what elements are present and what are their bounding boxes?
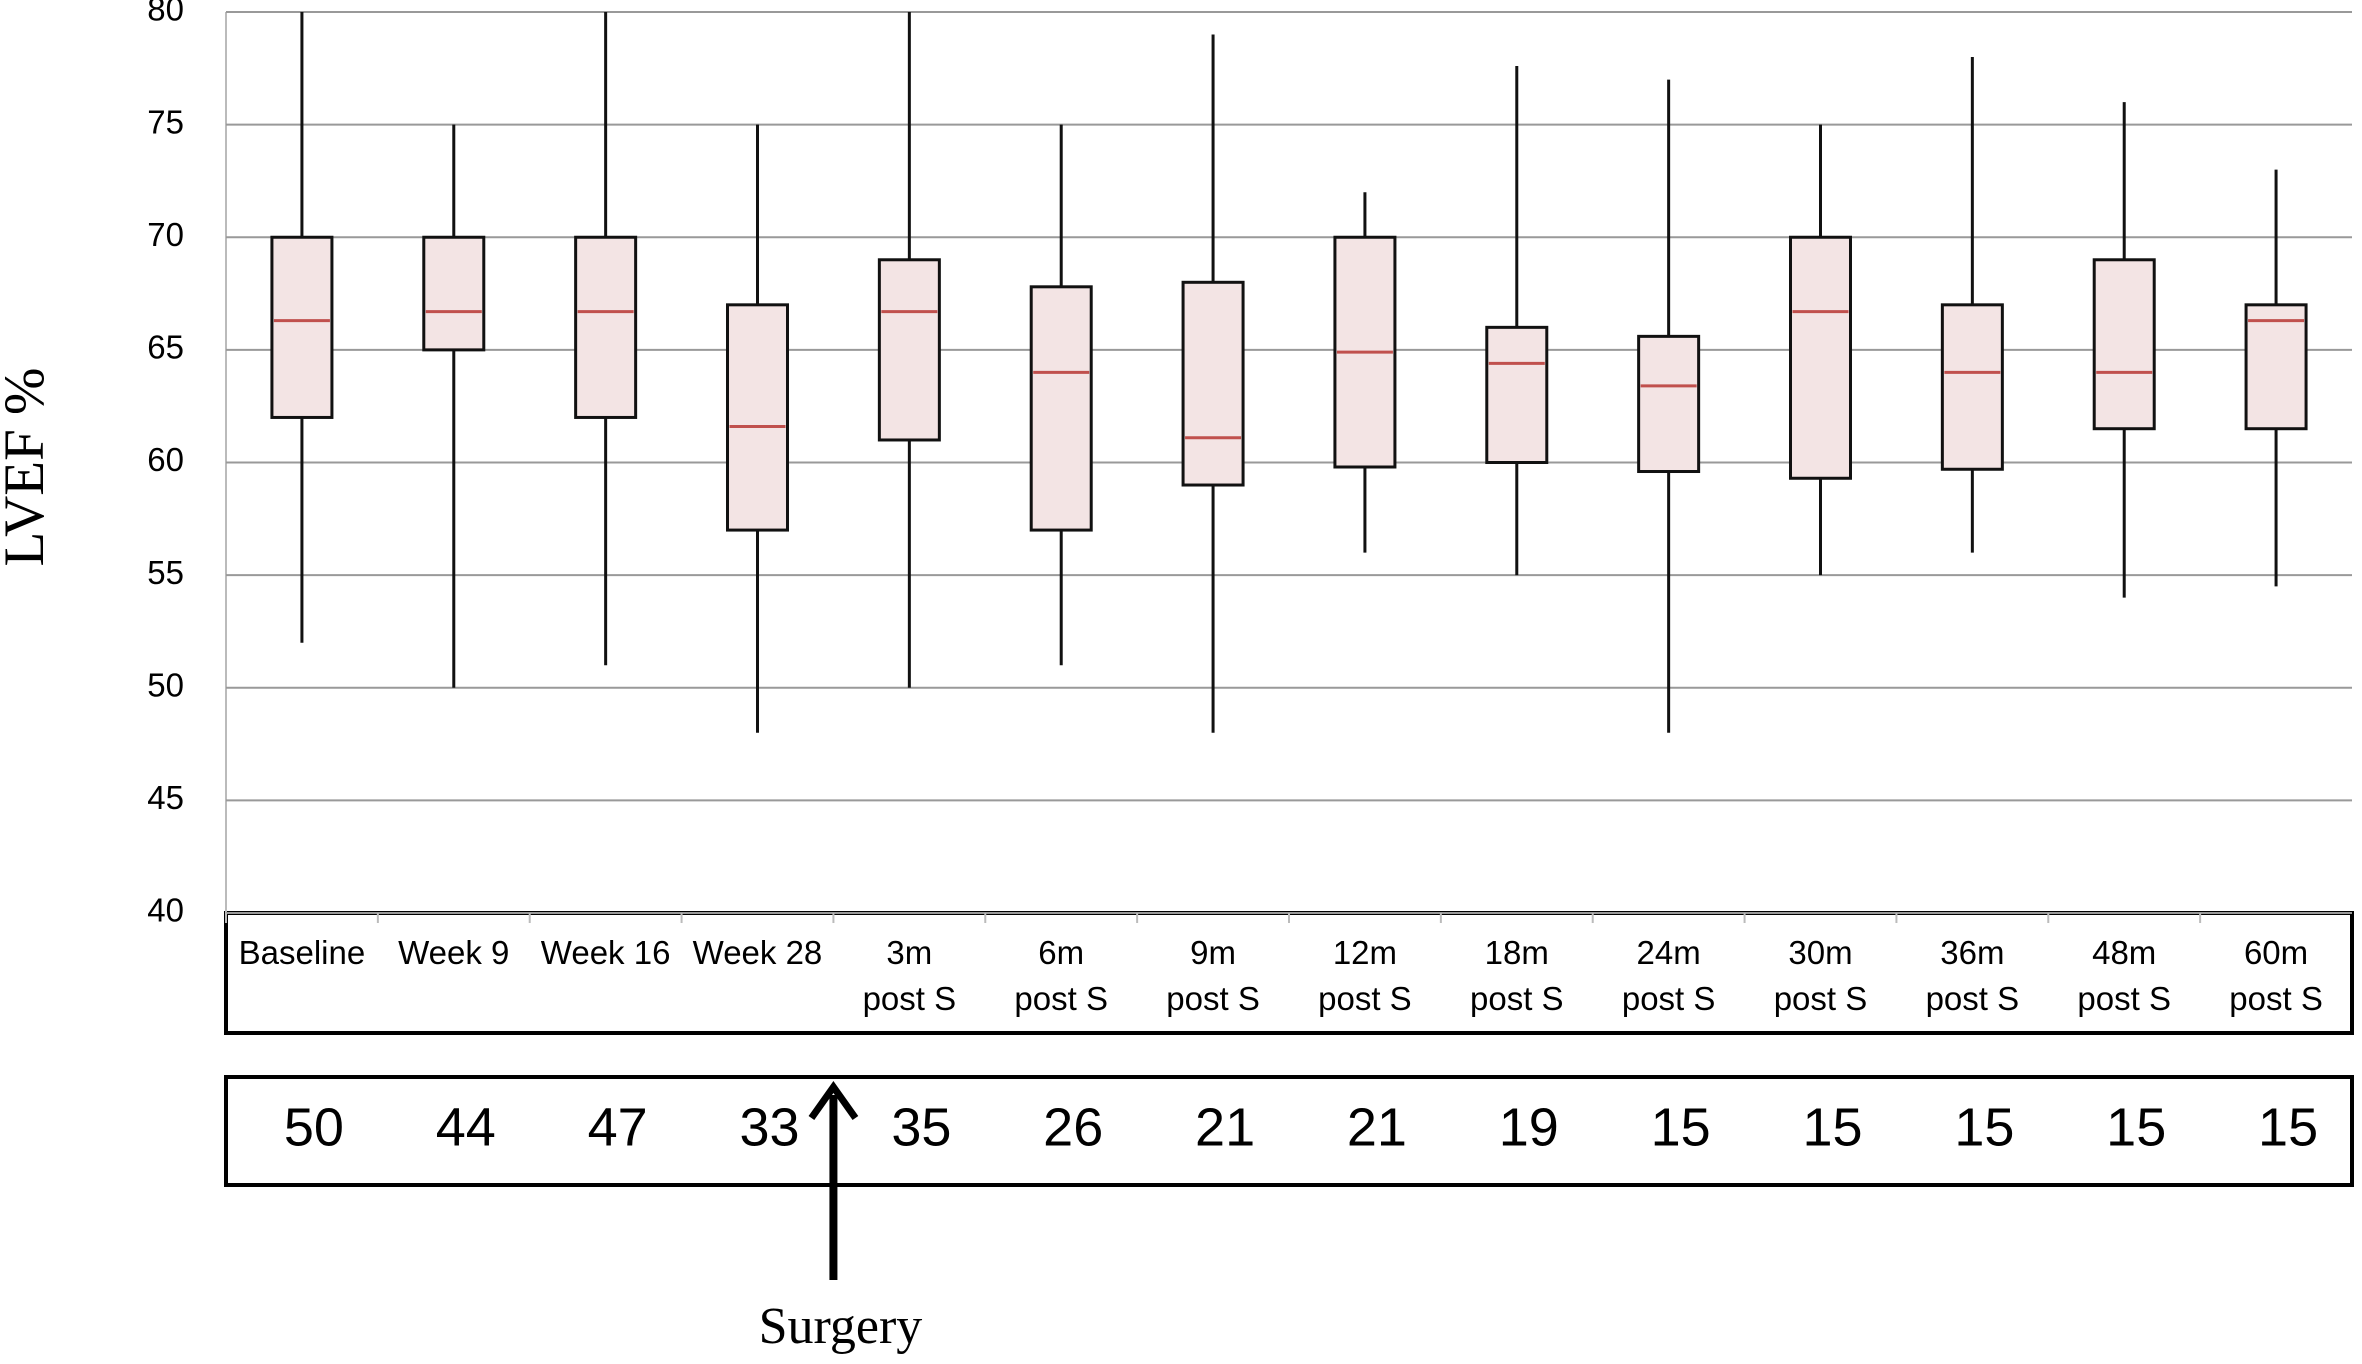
- count-label: 15: [2106, 1097, 2166, 1157]
- x-tick-label-box: 30m post S: [1773, 934, 1868, 1017]
- box: [726, 303, 789, 532]
- x-tick-label: 48m post S: [2077, 934, 2171, 1017]
- box: [270, 235, 334, 419]
- x-tick-label-box: Week 9: [398, 934, 510, 971]
- count-label: 19: [1499, 1097, 1559, 1157]
- box: [2244, 303, 2308, 431]
- box: [1029, 285, 1093, 532]
- box: [422, 235, 486, 352]
- x-tick-label-box: 48m post S: [2077, 934, 2171, 1017]
- count-label: 21: [1347, 1097, 1407, 1157]
- box: [877, 258, 941, 442]
- x-tick-label-box: Baseline: [238, 934, 366, 971]
- y-tick-label: 80: [147, 0, 184, 28]
- x-tick-label: 6m post S: [1014, 934, 1108, 1017]
- y-tick-label: 50: [147, 666, 184, 703]
- x-tick-label: Week 16: [540, 934, 671, 971]
- x-tick-label: 3m post S: [862, 934, 957, 1017]
- count-label: 21: [1195, 1097, 1255, 1157]
- box: [1940, 303, 2004, 471]
- count-label: 15: [1954, 1097, 2014, 1157]
- x-tick-label-box: 24m post S: [1621, 934, 1716, 1017]
- x-tick-label-box: 36m post S: [1925, 934, 2020, 1017]
- x-tick-label-box: Week 16: [540, 934, 671, 971]
- x-tick-label-box: 6m post S: [1014, 934, 1108, 1017]
- x-tick-label: 36m post S: [1925, 934, 2020, 1017]
- x-tick-label: Week 9: [398, 934, 510, 971]
- box: [574, 235, 638, 419]
- annotation-arrowhead: [808, 1080, 859, 1121]
- x-tick-label: 12m post S: [1318, 934, 1412, 1017]
- count-label: 35: [891, 1097, 951, 1157]
- count-label: 47: [588, 1097, 648, 1157]
- box: [1181, 280, 1245, 487]
- x-tick-label: Week 28: [692, 934, 823, 971]
- count-label: 15: [1802, 1097, 1862, 1157]
- count-label: 33: [739, 1097, 799, 1157]
- count-label: 15: [2258, 1097, 2318, 1157]
- count-label: 26: [1043, 1097, 1103, 1157]
- box: [1789, 235, 1852, 480]
- box: [1485, 325, 1549, 464]
- y-tick-label: 75: [147, 103, 184, 140]
- y-tick-label: 70: [147, 216, 184, 253]
- x-tick-label-box: 12m post S: [1318, 934, 1412, 1017]
- x-tick-label: 18m post S: [1469, 934, 1564, 1017]
- count-label: 44: [436, 1097, 496, 1157]
- count-label: 15: [1651, 1097, 1711, 1157]
- y-tick-label: 45: [147, 779, 184, 816]
- x-tick-label-box: Week 28: [692, 934, 823, 971]
- y-tick-label: 65: [147, 329, 184, 366]
- count-label: 50: [284, 1097, 344, 1157]
- x-tick-label: Baseline: [238, 934, 366, 971]
- y-axis-label: LVEF %: [0, 368, 56, 567]
- x-tick-label-box: 9m post S: [1166, 934, 1260, 1017]
- count-box: [224, 1075, 2354, 1187]
- annotation: Surgery: [759, 1298, 923, 1355]
- y-tick-label: 55: [147, 554, 184, 591]
- box: [1637, 334, 1701, 474]
- x-tick-label: 24m post S: [1621, 934, 1716, 1017]
- y-tick-label: 40: [147, 892, 184, 929]
- x-tick-label: 60m post S: [2229, 934, 2323, 1017]
- x-tick-label: 30m post S: [1773, 934, 1868, 1017]
- y-tick-label: 60: [147, 441, 184, 478]
- x-tick-label-box: 60m post S: [2229, 934, 2323, 1017]
- x-tick-label-box: 18m post S: [1469, 934, 1564, 1017]
- x-tick-label: 9m post S: [1166, 934, 1260, 1017]
- box: [2092, 258, 2156, 431]
- x-tick-label-box: 3m post S: [862, 934, 957, 1017]
